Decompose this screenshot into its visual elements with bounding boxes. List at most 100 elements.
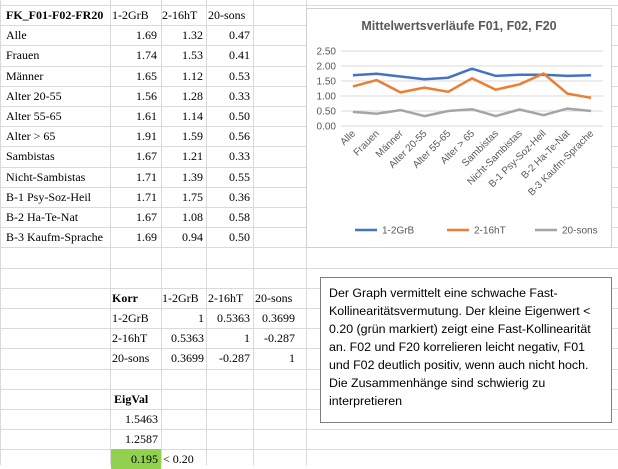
korr-value[interactable]: 0.5363 — [171, 331, 204, 345]
grid-row-line — [0, 369, 618, 370]
value-cell[interactable]: 1.61 — [136, 109, 157, 123]
row-label[interactable]: B-3 Kaufm-Sprache — [6, 230, 103, 244]
korr-value[interactable]: 0.3699 — [171, 351, 204, 365]
grid-row-line — [0, 429, 618, 430]
grid-row-line — [0, 449, 618, 450]
table-header-col2[interactable]: 2-16hT — [162, 8, 198, 22]
grid-row-line — [0, 409, 618, 410]
grid-row-line — [0, 389, 618, 390]
value-cell[interactable]: 1.53 — [182, 48, 203, 62]
eigval-value[interactable]: 1.2587 — [125, 432, 158, 446]
series-line-2-16hT — [352, 72, 592, 100]
value-cell[interactable]: 1.28 — [182, 89, 203, 103]
grid-column-line — [110, 0, 111, 465]
value-cell[interactable]: 0.47 — [229, 28, 250, 42]
line-chart[interactable]: Mittelwertsverläufe F01, F02, F20 0.00 0.5… — [306, 8, 612, 248]
korr-title[interactable]: Korr — [112, 291, 138, 305]
korr-row-label[interactable]: 20-sons — [112, 351, 150, 365]
value-cell[interactable]: 0.53 — [229, 69, 250, 83]
grid-column-line — [206, 0, 207, 465]
y-tick-label: 2.00 — [317, 62, 337, 73]
value-cell[interactable]: 0.50 — [229, 109, 250, 123]
value-cell[interactable]: 1.67 — [136, 149, 157, 163]
grid-column-line — [0, 0, 1, 465]
value-cell[interactable]: 1.56 — [136, 89, 157, 103]
value-cell[interactable]: 1.91 — [136, 129, 157, 143]
row-label[interactable]: Alter 20-55 — [6, 89, 62, 103]
korr-row-label[interactable]: 1-2GrB — [112, 311, 149, 325]
row-label[interactable]: B-2 Ha-Te-Nat — [6, 210, 79, 224]
row-label[interactable]: Männer — [6, 69, 44, 83]
value-cell[interactable]: 0.41 — [229, 48, 250, 62]
korr-value[interactable]: -0.287 — [219, 351, 250, 365]
row-label[interactable]: Alter 55-65 — [6, 109, 62, 123]
korr-value[interactable]: 0.3699 — [262, 311, 295, 325]
korr-value[interactable]: 1 — [244, 331, 250, 345]
grid-row-line — [0, 348, 618, 349]
korr-value[interactable]: 1 — [198, 311, 204, 325]
table-header-label[interactable]: FK_F01-F02-FR20 — [6, 8, 104, 22]
value-cell[interactable]: 1.69 — [136, 28, 157, 42]
series-line-20-sons — [352, 107, 592, 118]
korr-header-col1[interactable]: 1-2GrB — [162, 291, 199, 305]
eigval-value[interactable]: 0.195 — [111, 449, 161, 469]
value-cell[interactable]: 1.69 — [136, 230, 157, 244]
value-cell[interactable]: 1.65 — [136, 69, 157, 83]
grid-row-line — [0, 288, 618, 289]
value-cell[interactable]: 1.67 — [136, 210, 157, 224]
y-tick-label: 0.00 — [317, 122, 337, 133]
korr-row-label[interactable]: 2-16hT — [112, 331, 148, 345]
row-label[interactable]: Alle — [6, 28, 27, 42]
korr-header-col2[interactable]: 2-16hT — [208, 291, 244, 305]
value-cell[interactable]: 0.94 — [182, 230, 203, 244]
korr-header-col3[interactable]: 20-sons — [255, 291, 293, 305]
legend-label: 2-16hT — [474, 226, 506, 237]
y-tick-label: 0.50 — [317, 107, 337, 118]
grid-row-line — [0, 268, 618, 269]
value-cell[interactable]: 1.21 — [182, 149, 203, 163]
y-tick-label: 2.50 — [317, 47, 337, 58]
value-cell[interactable]: 0.50 — [229, 230, 250, 244]
korr-value[interactable]: 1 — [289, 351, 295, 365]
row-label[interactable]: Frauen — [6, 48, 40, 62]
grid-column-line — [253, 0, 254, 465]
grid-row-line — [0, 5, 618, 6]
value-cell[interactable]: 1.39 — [182, 170, 203, 184]
legend-label: 1-2GrB — [382, 226, 415, 237]
grid-column-line — [161, 0, 162, 465]
value-cell[interactable]: 1.14 — [182, 109, 203, 123]
value-cell[interactable]: 0.55 — [229, 170, 250, 184]
eigval-note[interactable]: < 0.20 — [163, 452, 194, 466]
table-header-col3[interactable]: 20-sons — [208, 8, 246, 22]
eigval-title[interactable]: EigVal — [114, 392, 149, 406]
chart-svg: Mittelwertsverläufe F01, F02, F20 0.00 0.5… — [317, 19, 603, 237]
legend-label: 20-sons — [562, 226, 598, 237]
row-label[interactable]: Alter > 65 — [6, 129, 56, 143]
value-cell[interactable]: 0.36 — [229, 190, 250, 204]
value-cell[interactable]: 1.75 — [182, 190, 203, 204]
y-tick-label: 1.00 — [317, 92, 337, 103]
value-cell[interactable]: 1.32 — [182, 28, 203, 42]
value-cell[interactable]: 1.59 — [182, 129, 203, 143]
table-header-col1[interactable]: 1-2GrB — [112, 8, 149, 22]
eigval-value[interactable]: 1.5463 — [125, 412, 158, 426]
y-tick-label: 1.50 — [317, 77, 337, 88]
value-cell[interactable]: 0.33 — [229, 89, 250, 103]
row-label[interactable]: B-1 Psy-Soz-Heil — [6, 190, 91, 204]
korr-value[interactable]: 0.5363 — [217, 311, 250, 325]
grid-row-line — [0, 328, 618, 329]
value-cell[interactable]: 1.12 — [182, 69, 203, 83]
value-cell[interactable]: 0.58 — [229, 210, 250, 224]
row-label[interactable]: Sambistas — [6, 149, 55, 163]
value-cell[interactable]: 1.71 — [136, 190, 157, 204]
grid-row-line — [0, 308, 618, 309]
value-cell[interactable]: 1.08 — [182, 210, 203, 224]
korr-value[interactable]: -0.287 — [264, 331, 295, 345]
value-cell[interactable]: 0.33 — [229, 149, 250, 163]
comment-textbox[interactable]: Der Graph vermittelt eine schwache Fast-… — [320, 277, 612, 423]
value-cell[interactable]: 0.56 — [229, 129, 250, 143]
value-cell[interactable]: 1.74 — [136, 48, 157, 62]
comment-text: Der Graph vermittelt eine schwache Fast-… — [329, 286, 591, 408]
row-label[interactable]: Nicht-Sambistas — [6, 170, 86, 184]
value-cell[interactable]: 1.71 — [136, 170, 157, 184]
